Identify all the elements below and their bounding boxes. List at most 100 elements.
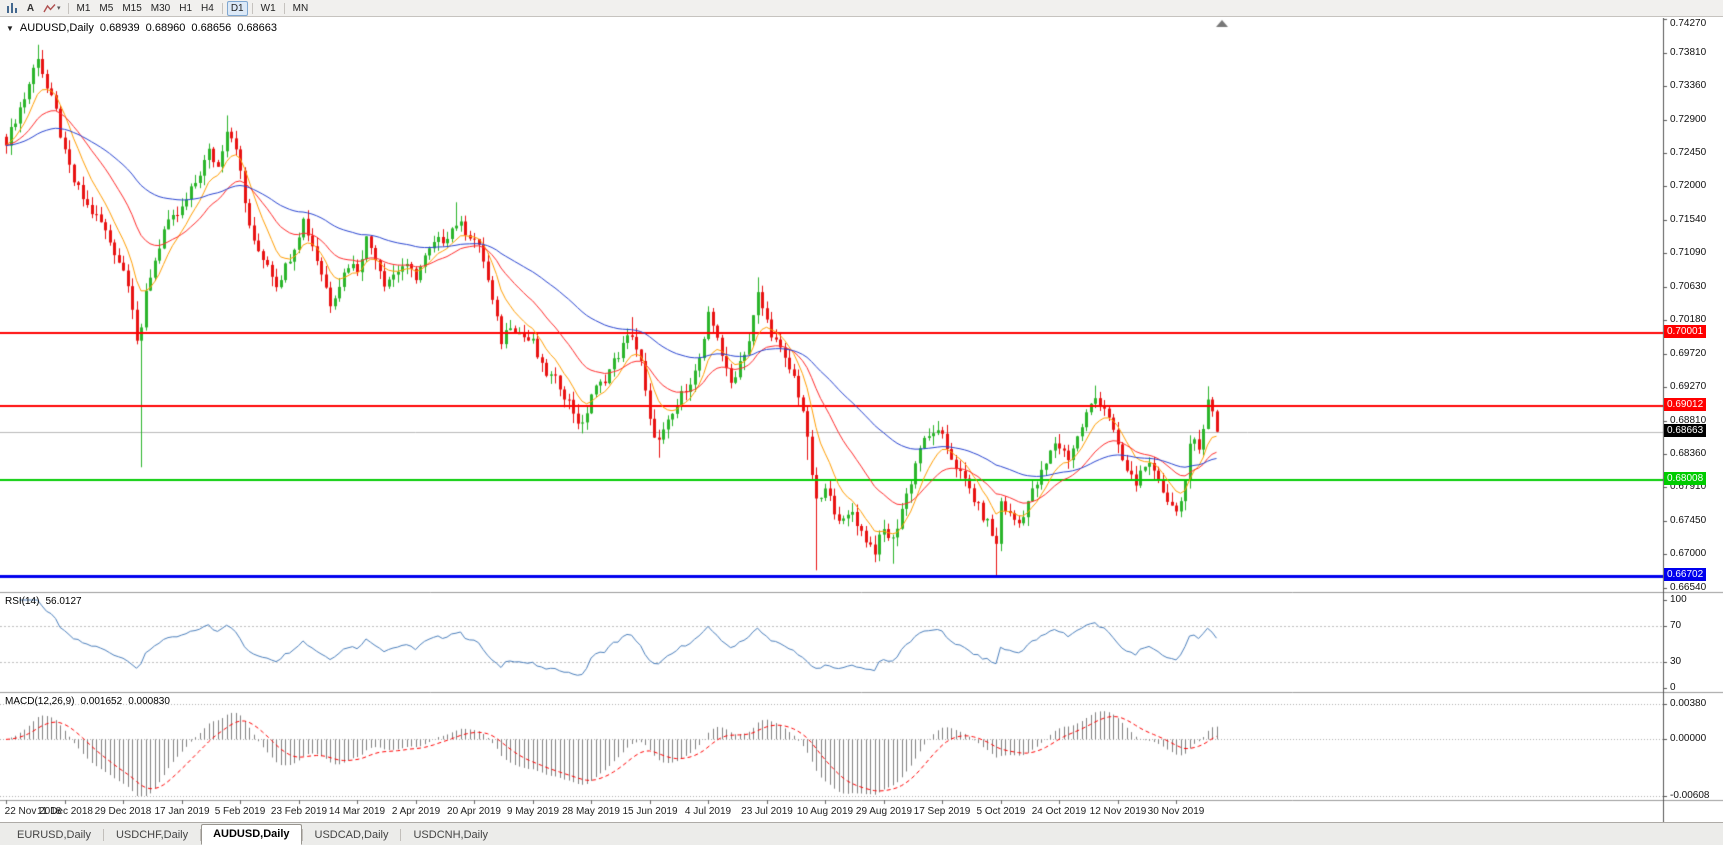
date-label: 2 Apr 2019 <box>391 806 441 817</box>
price-axis-label: 0.71090 <box>1670 247 1707 258</box>
toolbar-separator <box>251 2 253 14</box>
macd-panel-label: MACD(12,26,9) 0.001652 0.000830 <box>5 696 170 707</box>
tab-separator <box>200 828 202 841</box>
price-axis-label: 0.69270 <box>1670 381 1707 392</box>
date-label: 5 Oct 2019 <box>976 806 1026 817</box>
price-axis-label: 0.72900 <box>1670 114 1707 125</box>
tab-separator <box>400 828 402 841</box>
price-axis-label: 0.73810 <box>1670 47 1707 58</box>
date-label: 17 Jan 2019 <box>154 806 210 817</box>
date-label: 23 Jul 2019 <box>741 806 793 817</box>
price-axis-label: 0.71540 <box>1670 214 1707 225</box>
price-axis-label: 0.69720 <box>1670 348 1707 359</box>
date-label: 9 May 2019 <box>506 806 560 817</box>
tab-separator <box>301 828 303 841</box>
macd-value-main: 0.001652 <box>80 696 123 707</box>
date-label: 4 Jul 2019 <box>684 806 732 817</box>
rsi-axis-label: 0 <box>1670 682 1676 693</box>
date-label: 23 Feb 2019 <box>270 806 328 817</box>
timeframe-group: M1 M5 M15 M30 H1 H4 D1 W1 MN <box>73 0 313 16</box>
date-label: 29 Aug 2019 <box>855 806 913 817</box>
price-axis-label: 0.70180 <box>1670 314 1707 325</box>
chart-tab-audusd-daily[interactable]: AUDUSD,Daily <box>201 824 302 845</box>
date-label: 14 Mar 2019 <box>328 806 386 817</box>
collapse-caret-icon: ▼ <box>6 23 14 33</box>
toolbar-separator <box>67 2 69 14</box>
timeframe-button-mn[interactable]: MN <box>289 1 313 16</box>
timeframe-button-d1[interactable]: D1 <box>226 0 248 16</box>
chart-tabs: EURUSD,Daily USDCHF,Daily AUDUSD,Daily USDC… <box>5 824 500 845</box>
date-label: 17 Sep 2019 <box>913 806 971 817</box>
chart-tabs-bar: EURUSD,Daily USDCHF,Daily AUDUSD,Daily USDC… <box>0 822 1723 845</box>
date-label: 29 Dec 2018 <box>94 806 152 817</box>
macd-axis-label: 0.00380 <box>1670 698 1707 709</box>
price-axis-label: 0.68360 <box>1670 448 1707 459</box>
chart-type-icon <box>7 3 17 13</box>
price-tag-resistance2: 0.69012 <box>1664 398 1707 411</box>
symbol-label: AUDUSD,Daily <box>19 22 94 34</box>
price-axis-label: 0.72450 <box>1670 147 1707 158</box>
date-label: 5 Feb 2019 <box>214 806 266 817</box>
macd-axis-label: 0.00000 <box>1670 733 1707 744</box>
ohlc-low: 0.68656 <box>191 22 232 34</box>
dropdown-arrow-icon: ▾ <box>57 4 61 12</box>
rsi-name: RSI(14) <box>5 596 40 607</box>
price-axis-label: 0.66540 <box>1670 582 1707 593</box>
timeframe-button-m1[interactable]: M1 <box>73 1 95 16</box>
text-tool-button[interactable]: A <box>22 1 39 16</box>
timeframe-button-h1[interactable]: H1 <box>175 1 196 16</box>
price-axis-label: 0.72000 <box>1670 180 1707 191</box>
date-label: 20 Apr 2019 <box>447 806 501 817</box>
rsi-panel-label: RSI(14) 56.0127 <box>5 596 82 607</box>
date-label: 11 Dec 2018 <box>37 806 93 817</box>
chart-type-button[interactable] <box>3 1 21 16</box>
macd-value-signal: 0.000830 <box>128 696 170 707</box>
price-axis-label: 0.67450 <box>1670 515 1707 526</box>
indicator-tool-button[interactable]: ▾ <box>40 1 64 16</box>
rsi-value: 56.0127 <box>45 596 82 607</box>
price-tag-current: 0.68663 <box>1664 424 1707 437</box>
timeframe-button-m30[interactable]: M30 <box>147 1 174 16</box>
rsi-axis-label: 70 <box>1670 620 1682 631</box>
date-label: 28 May 2019 <box>562 806 620 817</box>
price-axis-label: 0.70630 <box>1670 281 1707 292</box>
chart-title: ▼ AUDUSD,Daily 0.68939 0.68960 0.68656 0… <box>6 22 277 34</box>
timeframe-button-w1[interactable]: W1 <box>257 1 280 16</box>
date-label: 30 Nov 2019 <box>1147 806 1205 817</box>
toolbar: A ▾ M1 M5 M15 M30 H1 H4 D1 W1 MN <box>0 0 1723 17</box>
ohlc-high: 0.68960 <box>145 22 186 34</box>
chart-tab-usdchf-daily[interactable]: USDCHF,Daily <box>115 829 189 841</box>
indicator-zigzag-icon <box>43 3 56 12</box>
chart-tab-eurusd-daily[interactable]: EURUSD,Daily <box>17 829 91 841</box>
date-label: 24 Oct 2019 <box>1031 806 1087 817</box>
time-axis[interactable]: 22 Nov 2018 11 Dec 2018 29 Dec 2018 17 Jan … <box>0 800 1663 822</box>
price-tag-resistance1: 0.70001 <box>1664 325 1707 338</box>
ohlc-open: 0.68939 <box>99 22 140 34</box>
rsi-axis-label: 30 <box>1670 656 1682 667</box>
timeframe-button-m5[interactable]: M5 <box>95 1 117 16</box>
price-axis-label: 0.67000 <box>1670 548 1707 559</box>
price-tag-support_green: 0.68008 <box>1664 472 1707 485</box>
toolbar-separator <box>221 2 223 14</box>
text-tool-icon: A <box>26 2 35 14</box>
price-axis-label: 0.68810 <box>1670 415 1707 426</box>
price-tag-support_blue: 0.66702 <box>1664 568 1707 581</box>
date-label: 12 Nov 2019 <box>1089 806 1147 817</box>
date-label: 22 Nov 2018 <box>4 806 62 817</box>
toolbar-separator <box>283 2 285 14</box>
price-axis-label: 0.73360 <box>1670 80 1707 91</box>
ohlc-close: 0.68663 <box>237 22 277 34</box>
price-axis-label: 0.67910 <box>1670 481 1707 492</box>
chart-canvas[interactable] <box>0 18 1723 822</box>
price-axis[interactable]: 0.74270 0.73810 0.73360 0.72900 0.72450 0.720… <box>1663 18 1723 822</box>
date-label: 15 Jun 2019 <box>622 806 678 817</box>
macd-axis-label: -0.00608 <box>1670 790 1710 801</box>
chart-tab-usdcad-daily[interactable]: USDCAD,Daily <box>314 829 389 841</box>
timeframe-button-m15[interactable]: M15 <box>118 1 145 16</box>
price-axis-label: 0.74270 <box>1670 18 1707 29</box>
rsi-axis-label: 100 <box>1670 594 1687 605</box>
macd-name: MACD(12,26,9) <box>5 696 75 707</box>
chart-tab-usdcnh-daily[interactable]: USDCNH,Daily <box>413 829 489 841</box>
timeframe-button-h4[interactable]: H4 <box>197 1 218 16</box>
